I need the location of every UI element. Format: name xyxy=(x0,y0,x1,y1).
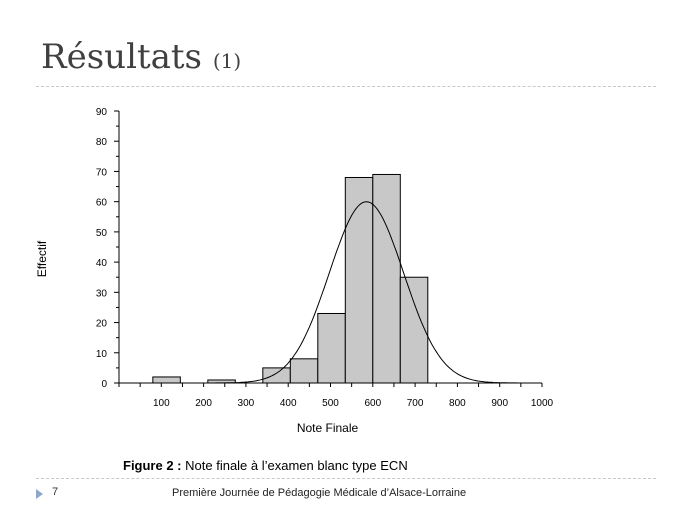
x-tick-label: 1000 xyxy=(531,398,554,409)
x-tick-label: 200 xyxy=(195,398,212,409)
figure-caption-prefix: Figure 2 : xyxy=(123,458,182,473)
x-tick-label: 800 xyxy=(449,398,466,409)
y-tick-label: 30 xyxy=(96,288,108,299)
slide-title-number: (1) xyxy=(212,49,242,73)
y-tick-label: 60 xyxy=(96,198,108,209)
histogram-bar-5 xyxy=(289,358,319,384)
slide-title: Résultats (1) xyxy=(41,40,241,74)
figure-caption: Figure 2 : Note finale à l’examen blanc … xyxy=(123,458,408,473)
x-tick-label: 400 xyxy=(280,398,297,409)
page-number: 7 xyxy=(52,486,59,498)
x-tick-label: 900 xyxy=(491,398,508,409)
histogram-bar-7 xyxy=(344,176,374,384)
footer-text: Première Journée de Pédagogie Médicale d… xyxy=(172,487,467,499)
histogram-bar-6 xyxy=(317,312,346,384)
title-divider xyxy=(36,86,656,87)
y-tick-label: 40 xyxy=(96,258,108,269)
y-tick-label: 80 xyxy=(96,137,108,148)
y-tick-label: 90 xyxy=(96,107,108,118)
histogram-bar-0 xyxy=(152,376,181,384)
figure-caption-text: Note finale à l’examen blanc type ECN xyxy=(185,458,408,473)
x-tick-label: 700 xyxy=(407,398,424,409)
x-tick-label: 100 xyxy=(153,398,170,409)
footer-divider xyxy=(36,478,656,479)
histogram-bar-8 xyxy=(372,173,401,384)
curve-layer xyxy=(119,201,542,384)
y-tick-label: 0 xyxy=(101,379,107,390)
slide-title-text: Résultats xyxy=(41,37,202,77)
y-tick-label: 10 xyxy=(96,349,108,360)
axes-layer: 0 10 20 30 40 50 60 70 80 90 100 200 300 400 500 600 700… xyxy=(96,107,554,409)
y-tick-label: 50 xyxy=(96,228,108,239)
x-tick-label: 500 xyxy=(322,398,339,409)
x-tick-label: 600 xyxy=(364,398,381,409)
histogram-bar-9 xyxy=(399,276,429,384)
y-tick-label: 20 xyxy=(96,319,108,330)
histogram-bar-4 xyxy=(262,367,291,384)
x-tick-label: 300 xyxy=(238,398,255,409)
y-tick-label: 70 xyxy=(96,167,108,178)
y-axis-label: Effectif xyxy=(35,240,49,277)
normal-curve xyxy=(119,201,542,384)
bars-layer xyxy=(152,173,429,384)
slide-bullet-icon xyxy=(36,489,43,499)
x-axis-label: Note Finale xyxy=(297,421,359,435)
